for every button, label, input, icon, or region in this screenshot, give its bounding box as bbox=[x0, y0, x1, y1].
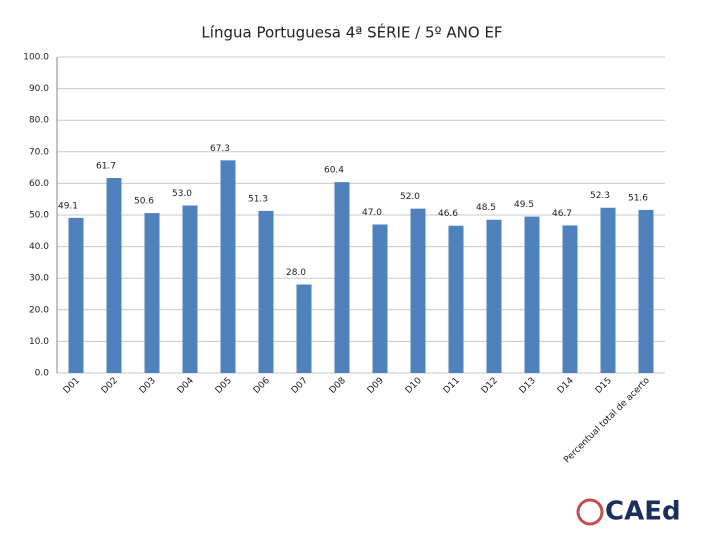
y-tick-label: 0.0 bbox=[35, 369, 50, 379]
bar bbox=[106, 178, 122, 373]
value-label: 51.3 bbox=[248, 194, 268, 204]
bar bbox=[638, 209, 654, 373]
value-label: 60.4 bbox=[324, 166, 344, 176]
y-tick-label: 10.0 bbox=[29, 337, 49, 347]
bar bbox=[258, 210, 274, 373]
value-label: 51.6 bbox=[628, 193, 648, 203]
value-label: 47.0 bbox=[362, 208, 382, 218]
logo-icon bbox=[576, 498, 604, 526]
value-label: 52.3 bbox=[590, 191, 610, 201]
y-tick-label: 60.0 bbox=[29, 179, 49, 189]
y-tick-label: 100.0 bbox=[23, 53, 49, 63]
bar bbox=[220, 160, 236, 373]
value-label: 49.5 bbox=[514, 200, 534, 210]
y-tick-label: 40.0 bbox=[29, 242, 49, 252]
value-label: 46.7 bbox=[552, 209, 572, 219]
bar bbox=[448, 225, 464, 373]
value-label: 53.0 bbox=[172, 189, 192, 199]
value-label: 67.3 bbox=[210, 144, 230, 154]
value-label: 49.1 bbox=[58, 201, 78, 211]
chart-title: Língua Portuguesa 4ª SÉRIE / 5º ANO EF bbox=[201, 23, 502, 42]
value-label: 50.6 bbox=[134, 197, 154, 207]
bar bbox=[182, 205, 198, 373]
bar bbox=[524, 216, 540, 373]
y-tick-label: 70.0 bbox=[29, 147, 49, 157]
y-tick-label: 80.0 bbox=[29, 116, 49, 126]
bar bbox=[372, 224, 388, 373]
bar bbox=[486, 219, 502, 373]
bar bbox=[600, 207, 616, 373]
bar bbox=[334, 182, 350, 373]
value-label: 61.7 bbox=[96, 162, 116, 172]
bar bbox=[296, 284, 312, 373]
y-tick-label: 90.0 bbox=[29, 84, 49, 94]
y-tick-label: 20.0 bbox=[29, 305, 49, 315]
bar bbox=[144, 213, 160, 373]
y-tick-label: 30.0 bbox=[29, 274, 49, 284]
bar bbox=[410, 208, 426, 373]
value-label: 46.6 bbox=[438, 209, 458, 219]
value-label: 28.0 bbox=[286, 268, 306, 278]
y-tick-label: 50.0 bbox=[29, 211, 49, 221]
bar bbox=[562, 225, 578, 373]
value-label: 52.0 bbox=[400, 192, 420, 202]
bar bbox=[68, 217, 84, 373]
logo: CAEd bbox=[605, 497, 681, 527]
value-label: 48.5 bbox=[476, 203, 496, 213]
